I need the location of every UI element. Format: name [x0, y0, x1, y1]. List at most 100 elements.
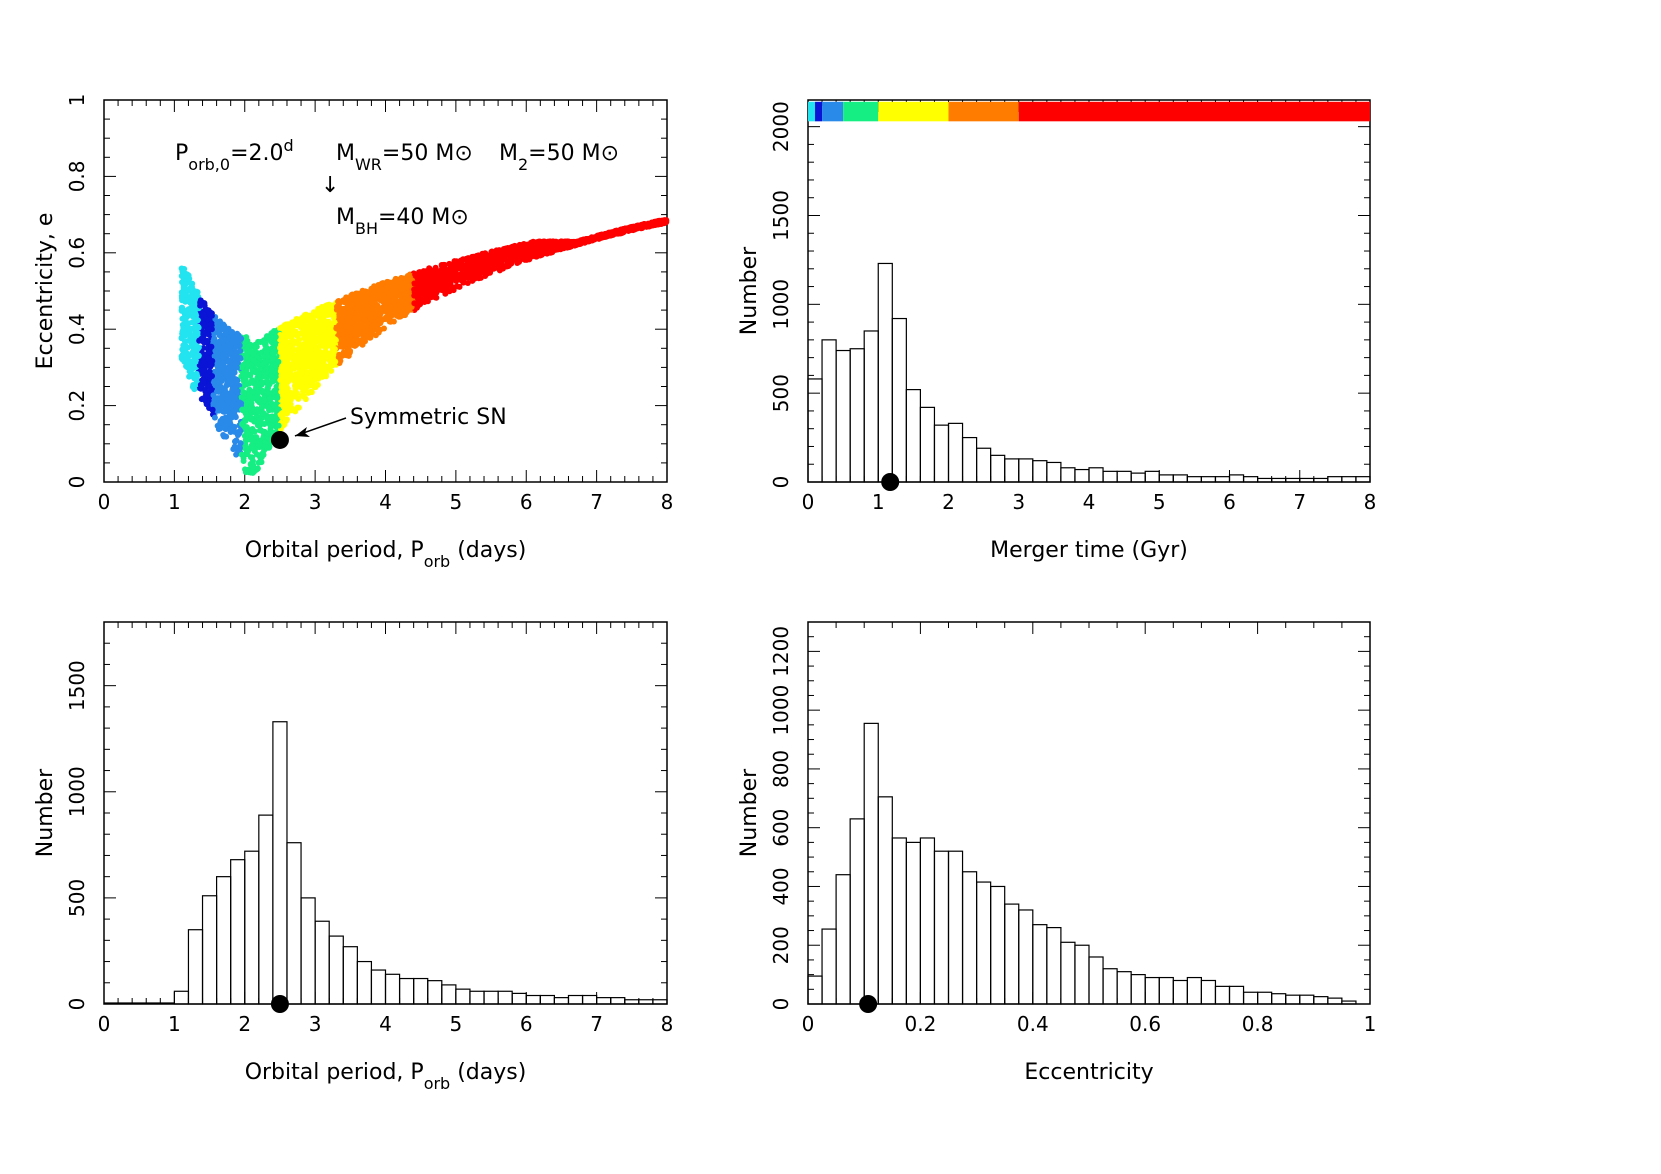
- data-point: [204, 358, 211, 365]
- mwr-annotation-part: =50 M: [382, 141, 454, 166]
- hist-bar: [1355, 476, 1371, 483]
- data-point: [318, 322, 325, 329]
- timescale-bar-segment: [878, 101, 949, 122]
- hist-bar: [1158, 474, 1174, 483]
- data-point: [267, 422, 274, 429]
- hist-bar: [413, 977, 429, 1005]
- hist-bar: [891, 317, 907, 483]
- x-tick-label: 0: [802, 490, 815, 514]
- hist-bar: [497, 990, 513, 1005]
- hist-bar: [1018, 458, 1034, 483]
- hist-bar: [1271, 477, 1287, 483]
- timescale-bar-segment: [1018, 101, 1370, 122]
- data-point: [428, 294, 435, 301]
- data-point: [278, 324, 285, 331]
- hist-bar: [1018, 909, 1034, 1005]
- data-point: [189, 342, 196, 349]
- data-point: [222, 350, 229, 357]
- x-tick-label: 5: [1153, 490, 1166, 514]
- data-point: [271, 415, 278, 422]
- data-point: [422, 268, 429, 275]
- data-point: [248, 415, 255, 422]
- data-point: [211, 414, 218, 421]
- data-point: [277, 368, 284, 375]
- hist-bar: [961, 871, 978, 1005]
- data-point: [305, 339, 312, 346]
- hist-bar: [427, 980, 443, 1005]
- data-point: [195, 317, 202, 324]
- data-point: [420, 278, 427, 285]
- data-point: [212, 347, 219, 354]
- data-point: [387, 318, 394, 325]
- x-axis-label-part: Orbital period, P: [245, 1060, 424, 1085]
- data-point: [227, 350, 234, 357]
- data-point: [275, 422, 282, 429]
- data-point: [376, 305, 383, 312]
- hist-bar: [1172, 979, 1188, 1005]
- data-point: [274, 406, 281, 413]
- x-axis-label-part: orb: [424, 1074, 451, 1093]
- data-point: [514, 257, 521, 264]
- data-point: [450, 269, 457, 276]
- m2-annotation-part: M: [499, 141, 518, 166]
- data-point: [416, 269, 423, 276]
- data-point: [241, 424, 248, 431]
- panel-period-hist: 0 1 2 3 4 5 6 7 8 0 500 1000 1500 Orbital period, Por…: [33, 621, 673, 1093]
- hist-bar: [863, 722, 879, 1005]
- data-point: [178, 353, 185, 360]
- hist-bar: [835, 874, 851, 1005]
- hist-bar: [877, 262, 893, 483]
- data-point: [454, 272, 461, 279]
- data-point: [264, 430, 271, 437]
- hist-bar: [1088, 467, 1104, 483]
- x-tick-label: 3: [309, 1012, 322, 1036]
- data-point: [217, 417, 224, 424]
- panel-merger-time-hist: 0 1 2 3 4 5 6 7 8 0 500 1000 1500 2000 Merger time (Gy…: [737, 99, 1376, 563]
- y-tick-label: 1500: [65, 660, 89, 711]
- data-point: [351, 291, 358, 298]
- hist-bar: [1285, 994, 1301, 1005]
- data-point: [220, 422, 227, 429]
- hist-bar: [272, 721, 288, 1005]
- hist-bar: [905, 841, 921, 1005]
- data-point: [440, 272, 447, 279]
- data-point: [663, 217, 670, 224]
- data-point: [243, 334, 250, 341]
- x-axis-label: Orbital period, Porb (days): [245, 538, 527, 571]
- data-point: [233, 402, 240, 409]
- data-point: [295, 380, 302, 387]
- y-tick-label: 1000: [769, 685, 793, 736]
- mbh-annotation-part: M: [336, 205, 355, 230]
- data-point: [238, 400, 245, 407]
- hist-bar: [863, 330, 879, 483]
- data-point: [301, 364, 308, 371]
- hist-bar: [1172, 474, 1188, 483]
- hist-bar: [1271, 993, 1287, 1005]
- data-point: [190, 381, 197, 388]
- data-point: [216, 355, 223, 362]
- x-tick-label: 6: [520, 1012, 533, 1036]
- data-point: [281, 395, 288, 402]
- data-point: [424, 298, 431, 305]
- data-point: [197, 297, 204, 304]
- data-point: [227, 426, 234, 433]
- x-axis-label: Merger time (Gyr): [990, 538, 1188, 563]
- y-tick-label: 0.4: [65, 313, 89, 345]
- data-point: [314, 328, 321, 335]
- data-point: [412, 271, 419, 278]
- x-tick-label: 8: [661, 490, 674, 514]
- data-point: [251, 428, 258, 435]
- data-point: [260, 451, 267, 458]
- data-point: [195, 352, 202, 359]
- data-point: [304, 369, 311, 376]
- y-tick-label: 1: [65, 94, 89, 107]
- data-point: [282, 378, 289, 385]
- hist-bar: [1074, 944, 1090, 1005]
- hist-bar: [384, 973, 401, 1005]
- data-point: [324, 312, 331, 319]
- data-point: [278, 388, 285, 395]
- data-point: [323, 302, 330, 309]
- y-axis-label: Eccentricity, e: [33, 213, 58, 370]
- x-axis-label-part: Orbital period, P: [245, 538, 424, 563]
- hist-bar: [1130, 472, 1146, 483]
